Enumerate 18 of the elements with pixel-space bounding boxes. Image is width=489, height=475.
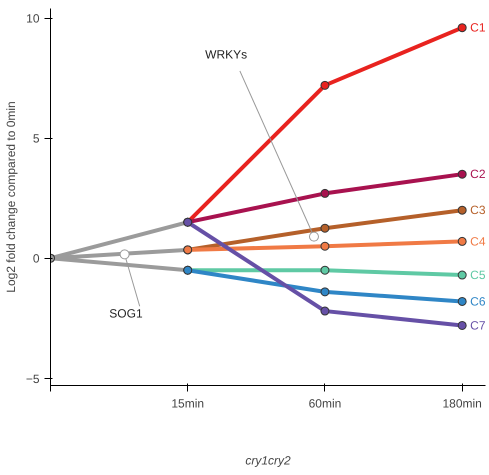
- series-label: C6: [470, 294, 486, 308]
- annotation: SOG1: [109, 306, 143, 321]
- x-tick-label: 180min: [442, 396, 482, 410]
- series-label: C5: [470, 268, 486, 282]
- series-label: C3: [470, 203, 486, 218]
- x-tick-label: 60min: [308, 396, 342, 410]
- y-tick-label: −5: [26, 372, 40, 386]
- y-tick-label: 5: [32, 132, 40, 146]
- annotation: WRKYs: [205, 47, 248, 62]
- series-label: C4: [470, 234, 486, 248]
- series-label: C2: [470, 167, 486, 182]
- y-tick-label: 10: [26, 12, 40, 26]
- x-tick-label: 15min: [171, 396, 204, 410]
- y-tick-label: 0: [32, 252, 40, 266]
- x-axis-title: cry1cry2: [245, 454, 291, 468]
- series-label: C7: [470, 318, 486, 332]
- y-axis-title: Log2 fold change compared to 0min: [4, 101, 18, 293]
- series-label: C1: [470, 20, 486, 35]
